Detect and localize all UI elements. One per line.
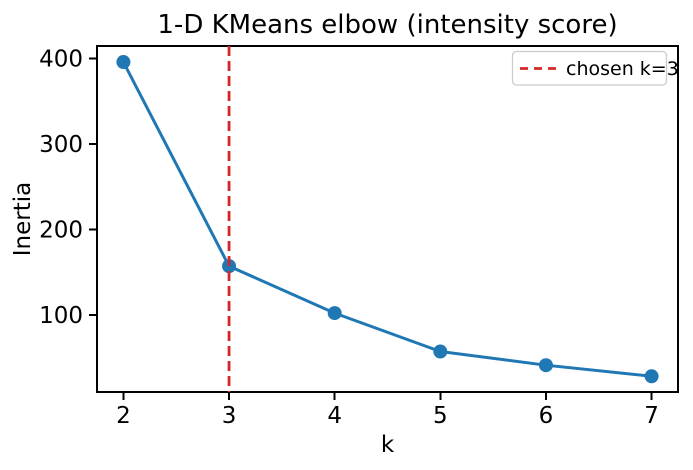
data-point xyxy=(644,369,659,384)
data-point xyxy=(538,358,553,373)
x-tick-label: 4 xyxy=(327,403,342,429)
data-point xyxy=(433,344,448,359)
legend-label: chosen k=3 xyxy=(566,58,679,80)
y-tick-label: 200 xyxy=(39,217,83,243)
x-tick-label: 5 xyxy=(433,403,448,429)
y-tick-label: 300 xyxy=(39,132,83,158)
x-tick-label: 6 xyxy=(539,403,554,429)
x-tick-label: 2 xyxy=(116,403,131,429)
inertia-line xyxy=(121,60,654,378)
y-axis-label: Inertia xyxy=(10,182,36,256)
data-point xyxy=(222,259,237,274)
x-tick-label: 3 xyxy=(222,403,237,429)
data-point xyxy=(327,306,342,321)
y-tick-label: 400 xyxy=(39,47,83,73)
chart-title: 1-D KMeans elbow (intensity score) xyxy=(157,10,617,40)
axes-frame xyxy=(96,45,679,393)
y-tick-label: 100 xyxy=(39,303,83,329)
x-axis-label: k xyxy=(381,432,395,458)
legend-box xyxy=(511,50,668,86)
data-point xyxy=(116,55,131,70)
x-tick-label: 7 xyxy=(644,403,659,429)
legend: chosen k=3 xyxy=(511,50,679,86)
